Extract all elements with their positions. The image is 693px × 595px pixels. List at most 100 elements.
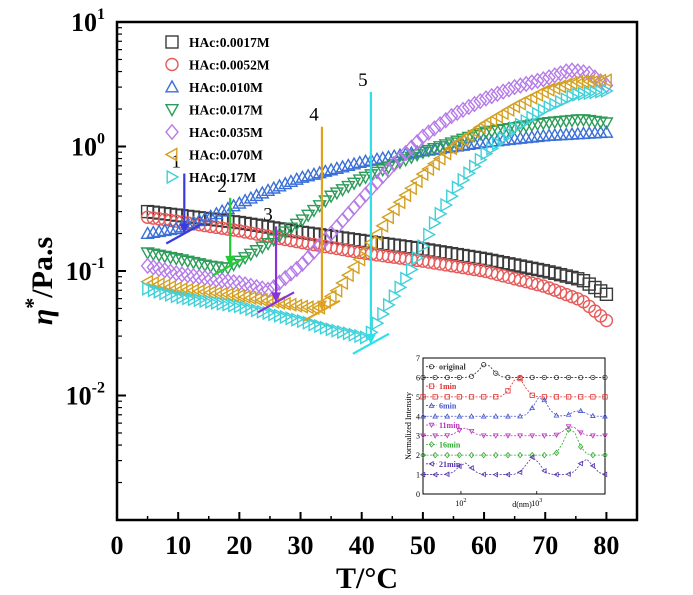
inset-series-6min: 6min xyxy=(420,396,608,419)
data-point xyxy=(192,268,207,286)
main-plot: 0 10 20 30 40 50 60 70 8010110010-110-2T/°Cη*/Pa… xyxy=(20,6,639,595)
data-point xyxy=(559,63,574,80)
inset-data-point xyxy=(517,451,523,459)
data-point xyxy=(576,63,591,81)
data-point xyxy=(295,255,310,273)
inset-data-point xyxy=(493,370,499,376)
inset-data-point xyxy=(432,413,439,419)
inset-y-tick-label: 3 xyxy=(416,432,420,441)
data-point xyxy=(266,180,281,194)
inset-legend-label: 1min xyxy=(439,382,457,391)
legend-label: HAc:0.010M xyxy=(189,80,263,95)
inset-data-point xyxy=(456,451,463,459)
inset-series-1min: 1min xyxy=(420,376,608,400)
data-point xyxy=(203,270,218,288)
inset-data-point xyxy=(420,394,426,400)
inset-data-point xyxy=(432,374,438,381)
data-point xyxy=(593,73,607,88)
inset-data-point xyxy=(444,413,451,419)
data-point xyxy=(335,275,349,291)
inset-data-point xyxy=(432,471,438,478)
data-point xyxy=(455,132,469,147)
data-point xyxy=(312,237,327,254)
data-point xyxy=(341,158,356,172)
data-point xyxy=(146,259,161,276)
data-point xyxy=(146,248,161,262)
data-point xyxy=(432,151,446,166)
inset-legend-entry: 21min xyxy=(426,460,461,469)
inset-data-point xyxy=(565,471,571,478)
data-point xyxy=(151,224,167,238)
data-point xyxy=(278,176,293,190)
inset-data-point xyxy=(420,433,426,439)
data-point xyxy=(163,279,177,295)
inset-legend-marker xyxy=(428,441,435,448)
inset-legend-marker xyxy=(428,402,435,408)
data-point xyxy=(426,156,440,171)
data-point xyxy=(587,73,601,89)
data-point xyxy=(536,70,551,88)
inset-data-point xyxy=(553,449,560,457)
data-point xyxy=(249,188,264,202)
data-point xyxy=(284,265,298,282)
inset-y-tick-label: 4 xyxy=(416,412,420,421)
data-point xyxy=(542,281,556,295)
data-point xyxy=(140,226,155,240)
y-tick-label: 101 xyxy=(71,6,105,37)
data-point xyxy=(386,202,400,217)
tangent-line xyxy=(211,254,249,277)
inset-data-point xyxy=(504,471,511,478)
inset-data-point xyxy=(468,429,475,435)
data-point xyxy=(352,192,367,210)
y-tick-label: 10-2 xyxy=(66,380,105,411)
data-point xyxy=(260,237,276,251)
inset-data-point xyxy=(541,468,547,474)
inset-data-point xyxy=(578,374,584,381)
inset-data-point xyxy=(444,471,450,478)
inset-data-point xyxy=(432,451,438,459)
inset-data-point xyxy=(432,433,439,439)
data-point xyxy=(208,286,222,301)
inset-x-tick-label: 103 xyxy=(531,498,542,508)
inset-data-point xyxy=(577,460,583,467)
data-point xyxy=(294,299,308,314)
inset-data-point xyxy=(553,374,560,381)
inset-legend-label: 11min xyxy=(439,421,460,430)
arrow-label: 2 xyxy=(217,176,227,197)
data-point xyxy=(289,298,303,313)
inset-data-point xyxy=(456,428,463,434)
inset-data-point xyxy=(419,471,426,478)
data-point xyxy=(358,186,373,203)
inset-data-point xyxy=(529,392,535,398)
inset-data-point xyxy=(602,413,608,419)
inset-legend-marker xyxy=(428,364,435,370)
series-HAc:0.17M xyxy=(142,83,614,345)
inset-data-point xyxy=(553,394,560,400)
inset-data-point xyxy=(589,462,596,469)
data-point xyxy=(289,171,304,185)
data-point xyxy=(146,225,161,239)
inset-data-point xyxy=(541,394,547,400)
inset-data-point xyxy=(565,424,572,430)
data-point xyxy=(375,164,390,178)
data-point xyxy=(317,294,331,310)
data-point xyxy=(599,287,614,301)
data-point xyxy=(220,287,234,302)
annotation-arrow-3: 3 xyxy=(257,204,295,314)
legend-label: HAc:0.17M xyxy=(189,170,256,185)
data-point xyxy=(565,62,579,79)
data-point xyxy=(369,151,385,165)
inset-data-point xyxy=(505,413,511,419)
data-point xyxy=(249,291,263,307)
data-point xyxy=(186,267,201,285)
data-point xyxy=(524,74,539,91)
arrow-head xyxy=(316,300,327,311)
y-axis-title: η*/Pa.s xyxy=(20,237,59,325)
inset-data-point xyxy=(468,451,475,459)
annotation-arrow-4: 4 xyxy=(303,105,341,322)
data-point xyxy=(553,285,568,300)
data-point xyxy=(272,178,287,192)
x-tick-label: 80 xyxy=(593,531,619,560)
inset-data-point xyxy=(517,469,523,476)
data-point xyxy=(260,183,276,197)
